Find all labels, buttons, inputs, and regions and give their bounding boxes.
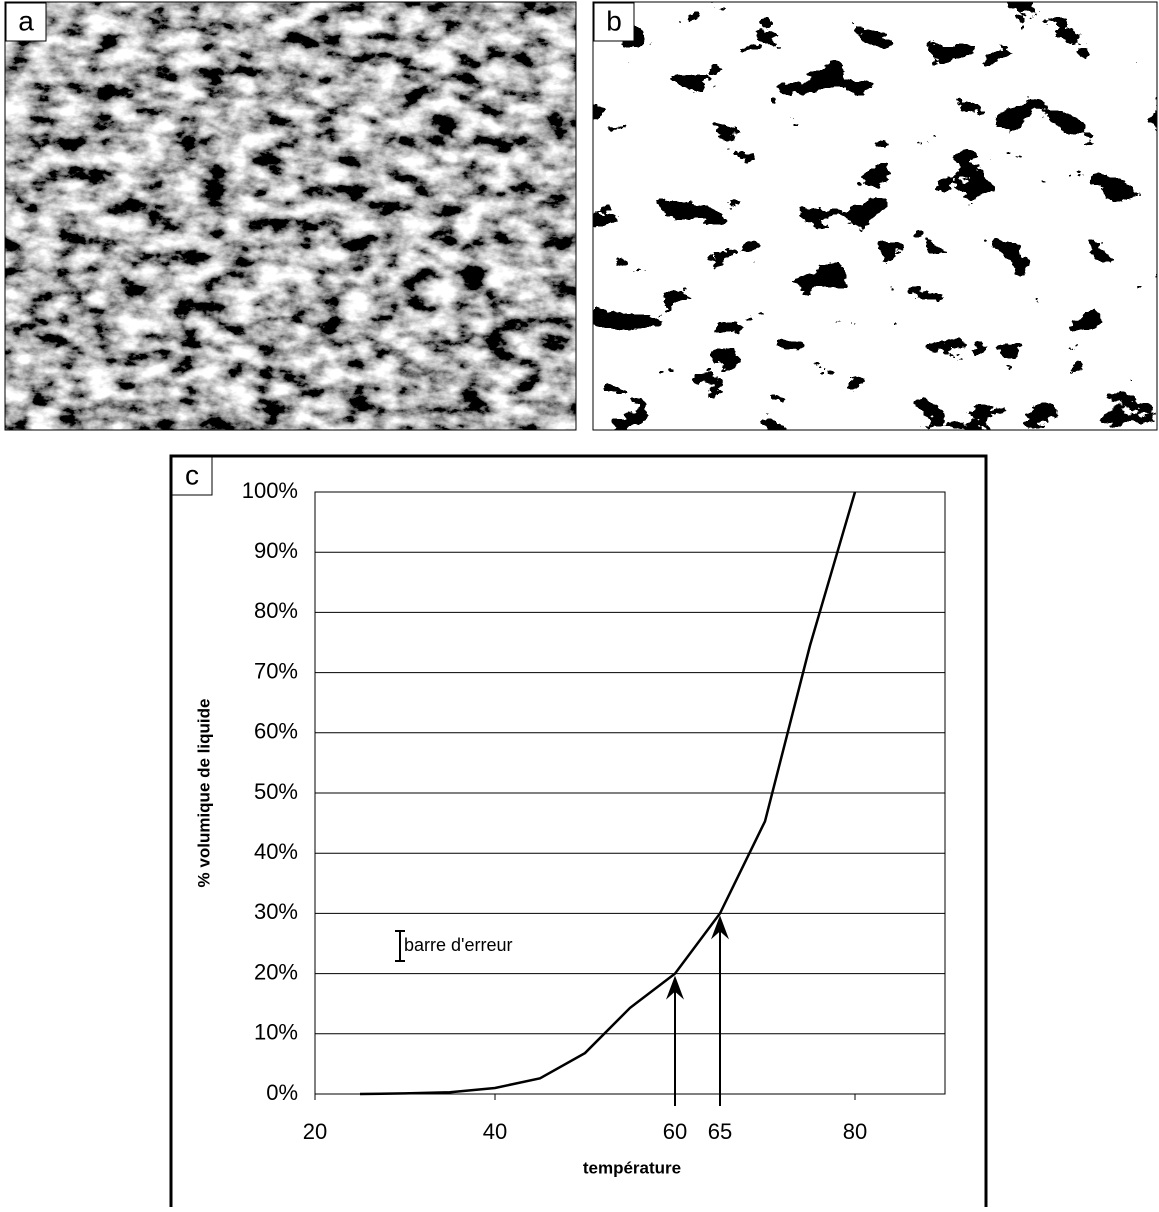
micrograph-a (5, 2, 576, 430)
panel-label: c (185, 459, 199, 490)
x-tick-label: 60 (663, 1119, 687, 1144)
y-tick-label: 80% (254, 598, 298, 623)
panel-label-box (171, 456, 213, 496)
panel-label: a (18, 5, 34, 36)
arrow-head (666, 975, 684, 1000)
y-tick-label: 70% (254, 658, 298, 683)
y-tick-label: 60% (254, 719, 298, 744)
panel-label-box (5, 2, 47, 42)
x-tick-label: 20 (303, 1119, 327, 1144)
y-tick-label: 100% (242, 478, 298, 503)
y-tick-label: 10% (254, 1020, 298, 1045)
panel-border (4, 1, 577, 431)
y-tick-label: 40% (254, 839, 298, 864)
error-bar (395, 929, 405, 963)
panel-label-box (593, 2, 635, 42)
panel-border (592, 1, 1158, 431)
y-axis-label: % volumique de liquide (194, 699, 213, 888)
arrow-head (711, 915, 729, 940)
y-tick-label: 50% (254, 779, 298, 804)
y-tick-label: 90% (254, 538, 298, 563)
x-tick-label: 65 (708, 1119, 732, 1144)
panel-label: b (606, 5, 622, 36)
x-axis-label: température (583, 1158, 681, 1177)
y-tick-label: 30% (254, 899, 298, 924)
x-tick-label: 40 (483, 1119, 507, 1144)
plot-area (314, 491, 946, 1095)
micrograph-b (593, 2, 1157, 430)
panel-c-frame (169, 454, 988, 1207)
x-tick-label: 80 (843, 1119, 867, 1144)
data-line (359, 491, 857, 1096)
y-tick-label: 0% (266, 1080, 298, 1105)
error-bar-label: barre d'erreur (404, 935, 512, 955)
y-tick-label: 20% (254, 959, 298, 984)
